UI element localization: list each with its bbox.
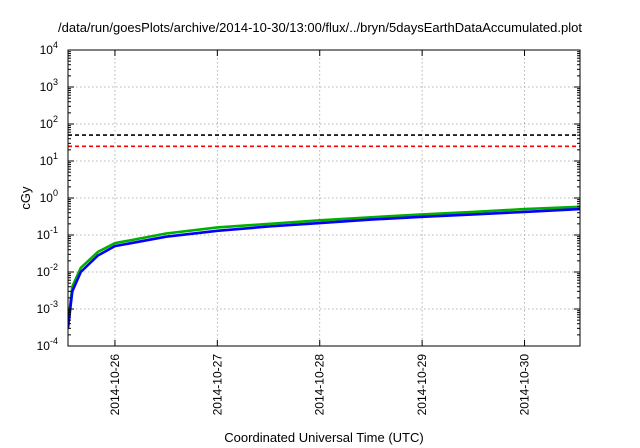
y-tick-label: 104 [40, 40, 58, 57]
series-line-1 [68, 205, 580, 324]
x-tick-label: 2014-10-27 [210, 354, 224, 416]
y-axis-title: cGy [18, 186, 33, 210]
y-tick-label: 10-2 [37, 262, 58, 279]
y-tick-label: 102 [40, 114, 58, 131]
chart-title: /data/run/goesPlots/archive/2014-10-30/1… [58, 20, 582, 35]
series-lines [68, 134, 580, 329]
y-tick-label: 100 [40, 188, 58, 205]
x-axis-title: Coordinated Universal Time (UTC) [224, 430, 423, 445]
x-tick-label: 2014-10-30 [518, 354, 532, 416]
x-tick-label: 2014-10-28 [313, 354, 327, 416]
grid-lines [68, 50, 580, 346]
x-tick-label: 2014-10-26 [108, 354, 122, 416]
y-tick-label: 10-1 [37, 225, 58, 242]
y-tick-label: 101 [40, 151, 58, 168]
y-tick-label: 10-3 [37, 299, 58, 316]
y-tick-label: 10-4 [37, 336, 58, 353]
x-tick-label: 2014-10-29 [415, 354, 429, 416]
axis-ticks: 10-4 10-3 10-2 10-1 100 101 102 103 104 2014-10-2… [37, 40, 580, 415]
series-line-2 [68, 207, 580, 329]
y-tick-label: 103 [40, 77, 58, 94]
